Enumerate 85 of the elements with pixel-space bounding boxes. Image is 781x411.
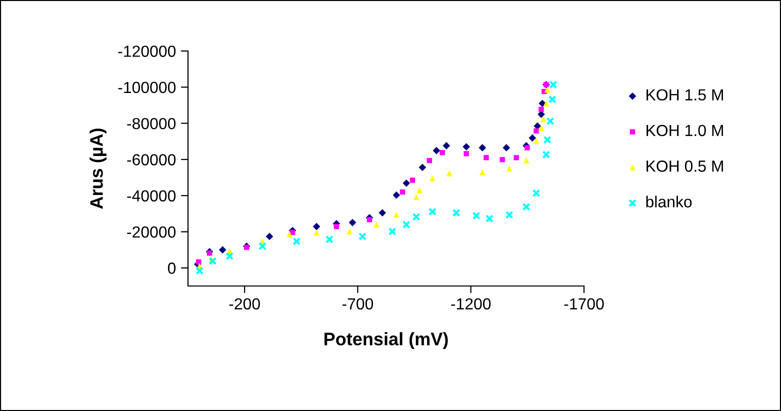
legend-label: KOH 1.0 M	[646, 124, 723, 136]
point	[540, 116, 546, 122]
point	[548, 95, 556, 104]
point	[538, 100, 546, 108]
point	[325, 235, 334, 244]
point	[500, 157, 505, 162]
point	[506, 166, 512, 172]
point	[292, 237, 301, 246]
y-tick-label: -20000	[127, 226, 176, 238]
point	[218, 246, 226, 254]
y-tick-label: -120000	[118, 46, 176, 57]
point	[196, 266, 204, 275]
point	[429, 175, 436, 182]
point	[312, 222, 320, 230]
x-tick-label: -1700	[564, 298, 604, 310]
legend-label: KOH 0.5 M	[646, 160, 723, 172]
point	[334, 224, 340, 230]
point	[416, 187, 422, 194]
point	[258, 242, 266, 250]
point	[208, 257, 217, 266]
point	[485, 214, 494, 223]
point	[432, 146, 440, 154]
point	[502, 144, 510, 152]
point	[314, 230, 320, 236]
point	[528, 134, 536, 142]
point	[358, 232, 366, 240]
point	[484, 155, 489, 160]
point	[505, 210, 514, 219]
point	[412, 212, 420, 221]
point	[464, 151, 469, 156]
point	[426, 158, 432, 164]
point	[374, 222, 380, 228]
point	[479, 169, 486, 176]
y-axis-title: Arus (µA)	[90, 128, 106, 209]
point	[428, 208, 436, 216]
point	[472, 212, 480, 220]
point	[514, 155, 519, 160]
point	[452, 208, 460, 217]
point	[410, 178, 416, 183]
point	[393, 212, 400, 218]
x-tick-label: -1200	[451, 298, 491, 310]
point	[538, 106, 544, 112]
point	[462, 143, 470, 150]
point	[543, 136, 552, 144]
point	[418, 164, 426, 172]
point	[266, 232, 274, 240]
point	[533, 138, 540, 144]
point	[534, 128, 539, 134]
point	[378, 209, 386, 216]
point	[446, 170, 452, 176]
y-tick-label: -100000	[118, 82, 176, 94]
point	[440, 150, 445, 156]
point	[388, 227, 396, 236]
point	[522, 202, 530, 211]
point	[413, 194, 420, 200]
x-axis-title: Potensial (mV)	[324, 332, 448, 349]
y-tick-label: -60000	[127, 154, 176, 166]
point	[402, 179, 410, 187]
point	[392, 191, 400, 199]
y-tick-label: 0	[168, 262, 176, 274]
point	[348, 218, 356, 226]
point	[538, 125, 544, 131]
point	[543, 100, 550, 106]
legend-label: KOH 1.5 M	[646, 89, 723, 101]
point	[524, 145, 530, 150]
point	[346, 228, 353, 234]
point	[402, 220, 410, 229]
x-tick-label: -200	[229, 298, 260, 310]
point	[546, 117, 554, 126]
point	[532, 189, 540, 198]
y-tick-label: -40000	[127, 190, 176, 202]
point	[523, 158, 530, 164]
point	[400, 189, 406, 195]
point	[478, 144, 486, 152]
y-tick-label: -80000	[127, 118, 176, 130]
point	[206, 250, 212, 256]
x-tick-label: -700	[342, 298, 374, 310]
point	[226, 252, 234, 260]
point	[542, 150, 550, 159]
point	[549, 80, 558, 89]
legend-label: blanko	[646, 196, 692, 208]
point	[544, 86, 550, 93]
point	[286, 232, 293, 238]
point	[366, 217, 372, 222]
point	[442, 142, 450, 150]
